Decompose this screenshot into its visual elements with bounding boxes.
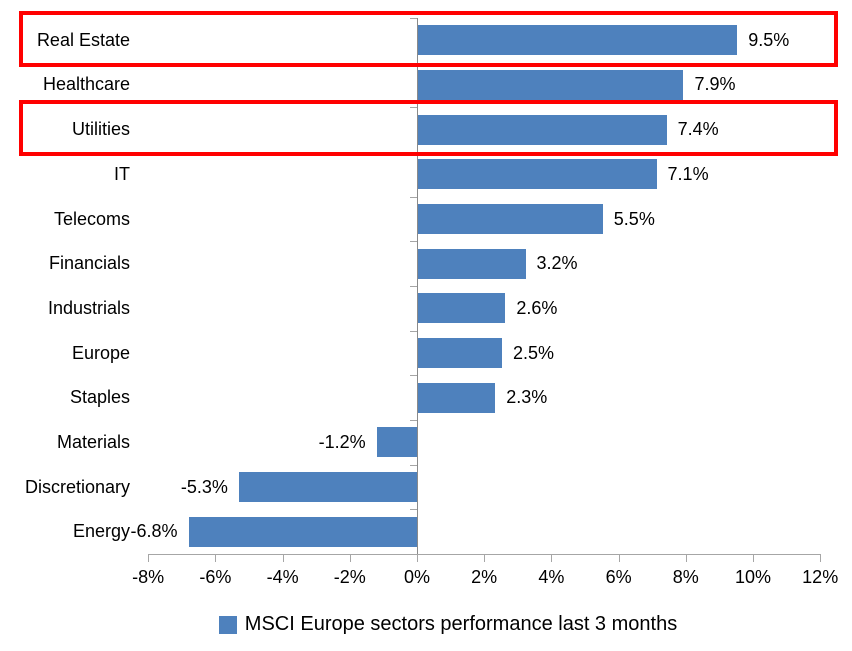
x-axis-tick [551, 554, 553, 562]
value-label-discretionary: -5.3% [180, 476, 228, 497]
category-label-energy: Energy [72, 521, 130, 542]
value-label-utilities: 7.4% [677, 119, 719, 140]
category-label-real-estate: Real Estate [36, 29, 130, 50]
category-tick [410, 107, 417, 109]
category-tick [410, 286, 417, 288]
category-tick [410, 375, 417, 377]
bar-real-estate [418, 25, 738, 56]
x-axis-tick [820, 554, 822, 562]
x-axis-tick [215, 554, 217, 562]
value-label-financials: 3.2% [536, 253, 578, 274]
bar-healthcare [418, 70, 684, 100]
bar-it [418, 159, 657, 190]
chart-legend: MSCI Europe sectors performance last 3 m… [0, 613, 852, 636]
x-axis-tick [685, 554, 687, 562]
category-tick [410, 509, 417, 511]
value-label-europe: 2.5% [513, 342, 555, 363]
x-axis-tick-label: 6% [605, 567, 632, 587]
highlight-box-utilities [19, 100, 838, 156]
x-axis-tick-label: 8% [672, 567, 699, 587]
legend-label: MSCI Europe sectors performance last 3 m… [244, 613, 678, 635]
category-axis-line [417, 18, 418, 554]
bar-financials [418, 248, 526, 279]
x-axis-tick [148, 554, 150, 562]
bar-industrials [418, 293, 506, 324]
category-tick [410, 464, 417, 466]
category-label-materials: Materials [56, 431, 130, 452]
value-label-materials: -1.2% [318, 431, 366, 452]
value-label-industrials: 2.6% [516, 297, 558, 318]
bar-discretionary [238, 472, 417, 503]
x-axis-tick [484, 554, 486, 562]
category-label-financials: Financials [48, 253, 130, 274]
value-label-energy: -6.8% [130, 521, 178, 542]
category-tick [410, 554, 417, 556]
bar-telecoms [418, 204, 603, 234]
value-label-staples: 2.3% [506, 387, 548, 408]
x-axis-tick-label: -2% [333, 567, 366, 587]
bar-staples [418, 382, 496, 413]
value-label-it: 7.1% [667, 163, 709, 184]
x-axis-tick [618, 554, 620, 562]
x-axis-tick-label: -6% [199, 567, 232, 587]
bar-utilities [418, 114, 667, 145]
category-label-europe: Europe [71, 342, 130, 363]
x-axis-tick [349, 554, 351, 562]
x-axis-tick-label: -8% [132, 567, 165, 587]
value-label-real-estate: 9.5% [748, 29, 790, 50]
x-axis-tick [282, 554, 284, 562]
category-tick [410, 420, 417, 422]
category-label-staples: Staples [69, 387, 130, 408]
bar-energy [188, 516, 417, 547]
x-axis-tick-label: 12% [802, 567, 839, 587]
legend-entry: MSCI Europe sectors performance last 3 m… [218, 613, 678, 636]
x-axis-tick [753, 554, 754, 562]
category-label-utilities: Utilities [71, 119, 130, 140]
value-label-healthcare: 7.9% [694, 74, 736, 95]
category-label-it: IT [114, 163, 130, 184]
bar-materials [376, 427, 417, 458]
category-label-industrials: Industrials [47, 297, 130, 318]
highlight-box-real-estate [19, 11, 838, 67]
legend-marker-icon [218, 615, 237, 634]
category-tick [410, 330, 417, 332]
category-tick [410, 18, 417, 19]
x-axis-tick-label: 2% [471, 567, 498, 587]
x-axis-tick-label: 10% [734, 567, 772, 587]
x-axis-tick [417, 554, 418, 562]
x-axis-tick-label: -4% [266, 567, 299, 587]
category-tick [410, 241, 417, 243]
bar-europe [418, 338, 502, 369]
category-label-discretionary: Discretionary [24, 476, 130, 497]
category-tick [410, 196, 417, 198]
x-axis-tick-label: 4% [538, 567, 565, 587]
category-label-telecoms: Telecoms [53, 208, 130, 229]
category-label-healthcare: Healthcare [42, 74, 130, 95]
x-axis-tick-label: 0% [403, 567, 430, 587]
value-label-telecoms: 5.5% [613, 208, 655, 229]
